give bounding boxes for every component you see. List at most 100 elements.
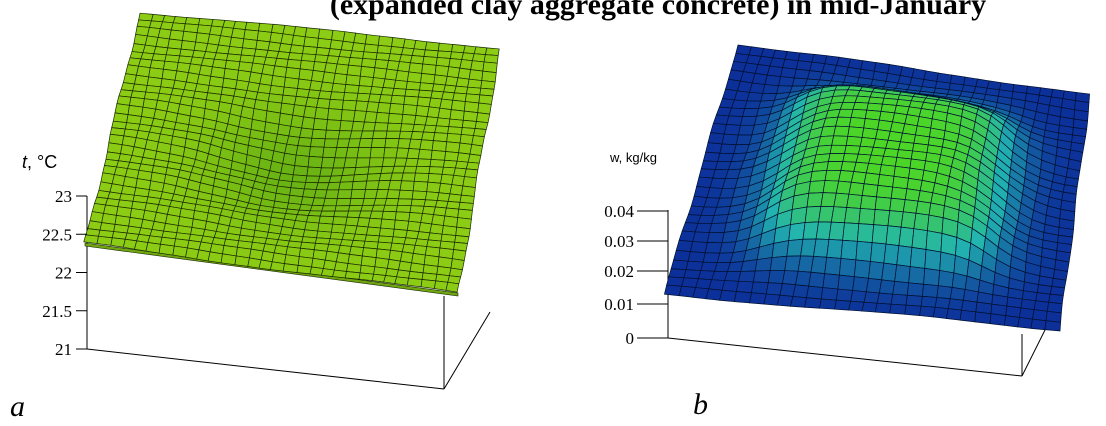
chart-a-surface-cell <box>354 225 369 236</box>
chart-a-surface-cell <box>359 66 376 78</box>
chart-a-surface-cell <box>295 88 311 98</box>
chart-a-surface-cell <box>383 275 398 284</box>
chart-a-surface-cell <box>242 38 258 50</box>
chart-a-surface-cell <box>467 78 483 89</box>
chart-a-surface-cell <box>306 166 322 177</box>
chart-a-surface-cell <box>451 44 466 54</box>
chart-a-surface-cell <box>364 111 378 123</box>
chart-a-surface-cell <box>329 231 345 240</box>
chart-b-surface-cell <box>938 270 955 288</box>
chart-b-surface-cell <box>744 100 762 109</box>
chart-a-surface-cell <box>331 29 346 42</box>
chart-a-surface-cell <box>270 75 286 88</box>
chart-a-surface-cell <box>456 152 471 163</box>
chart-a-surface-cell <box>229 36 245 49</box>
chart-a-surface-cell <box>328 175 343 183</box>
chart-a-surface-cell <box>403 95 419 106</box>
chart-a-surface-cell <box>292 165 309 177</box>
chart-a-surface-cell <box>365 180 380 190</box>
chart-b-surface-cell <box>905 294 923 307</box>
chart-a-surface-cell <box>96 235 113 246</box>
chart-a-surface-cell <box>408 212 423 223</box>
chart-b-surface-cell <box>887 210 904 228</box>
chart-a-z-unit: , °C <box>27 152 57 172</box>
chart-b-surface-cell <box>719 289 737 303</box>
chart-a-tick-label: 22.5 <box>42 225 72 244</box>
chart-b-surface-cell <box>1003 315 1020 328</box>
chart-a-surface-cell <box>336 189 353 199</box>
chart-a-surface-cell <box>381 157 397 167</box>
chart-b-surface-cell <box>834 299 852 311</box>
chart-a-surface-cell <box>386 189 401 200</box>
chart-a-surface-cell <box>408 138 422 150</box>
chart-a-surface-cell <box>441 166 456 176</box>
chart-b-surface-cell <box>733 291 752 304</box>
chart-a-surface-cell <box>420 279 437 289</box>
chart-b-surface-cell <box>804 297 822 309</box>
chart-a-surface-cell <box>317 90 333 100</box>
chart-b-surface-cell <box>848 300 865 312</box>
chart-a-surface-cell <box>357 85 373 95</box>
chart-b-surface-cell <box>1017 317 1033 329</box>
chart-a-surface-cell <box>340 109 356 122</box>
chart-a-surface-cell <box>308 146 325 158</box>
chart-a-surface-cell <box>422 124 437 133</box>
chart-a-surface-cell <box>399 180 415 192</box>
chart-b-surface-cell <box>858 208 876 226</box>
panel-label-a: a <box>10 390 25 423</box>
chart-a-surface-cell <box>433 74 448 86</box>
chart-b-surface-cell <box>817 135 835 147</box>
chart-a-surface-cell <box>334 63 349 76</box>
chart-a-surface-cell <box>303 182 319 190</box>
chart-b-surface-cell <box>810 169 828 182</box>
chart-a-surface-cell <box>370 138 387 148</box>
chart-a-surface-cell <box>406 148 421 160</box>
chart-a-surface-cell <box>413 172 430 183</box>
chart-a-surface-cell <box>444 151 460 162</box>
chart-a-surface-cell <box>425 191 440 201</box>
chart-b-axes <box>667 210 1061 377</box>
chart-a-surface-cell <box>416 96 432 108</box>
chart-b-surface-cell <box>826 239 844 259</box>
chart-a-surface-cell <box>373 67 388 80</box>
chart-b-surface-cell <box>837 274 855 291</box>
chart-a-surface-cell <box>457 67 472 80</box>
chart-b-surface-cell <box>706 232 725 244</box>
chart-a-surface-cell <box>83 234 99 244</box>
chart-a-surface-cell <box>405 229 420 240</box>
chart-a-surface-cell <box>324 189 340 199</box>
chart-b-surface-cell <box>876 184 894 199</box>
chart-a-surface-cell <box>346 64 362 77</box>
chart-a-surface-cell <box>439 98 454 111</box>
chart-a-surface-cell <box>328 99 344 110</box>
chart-b-surface-cell <box>689 241 708 254</box>
chart-a-surface-cell <box>302 45 318 56</box>
chart-b-surface-cell <box>919 305 936 318</box>
chart-b-surface-cell <box>852 276 869 293</box>
chart-a-surface-cell <box>416 158 432 168</box>
chart-b-surface-cell <box>725 115 743 126</box>
chart-a-surface-cell <box>481 70 497 83</box>
chart-b-surface-cell <box>920 295 938 308</box>
chart-b-surface-cell <box>1030 318 1047 331</box>
chart-a-surface-cell <box>320 268 335 277</box>
chart-b-surface-cell <box>819 298 837 310</box>
chart-a-surface-cell <box>258 259 273 271</box>
chart-a-surface-cell <box>388 103 405 115</box>
chart-b-surface-cell <box>835 116 852 128</box>
chart-a-tick-label: 22 <box>55 264 72 283</box>
chart-a-surface-cell <box>440 173 455 185</box>
chart-a-surface-cell <box>426 181 442 194</box>
chart-b-surface-cell <box>845 135 863 147</box>
chart-a-surface-cell <box>333 210 349 218</box>
chart-a-surface-cell <box>283 76 300 89</box>
chart-a-surface-cell <box>339 120 354 132</box>
chart-a-surface-cell <box>345 147 360 159</box>
chart-a-surface-cell <box>307 156 324 169</box>
chart-b-surface-cell <box>666 276 685 287</box>
chart-a-surface-cell <box>436 192 451 202</box>
chart-a-surface-cell <box>350 189 366 199</box>
chart-b-surface-cell <box>850 171 867 185</box>
chart-b-surface-cell <box>887 130 903 143</box>
chart-a-surface-cell <box>459 194 475 204</box>
